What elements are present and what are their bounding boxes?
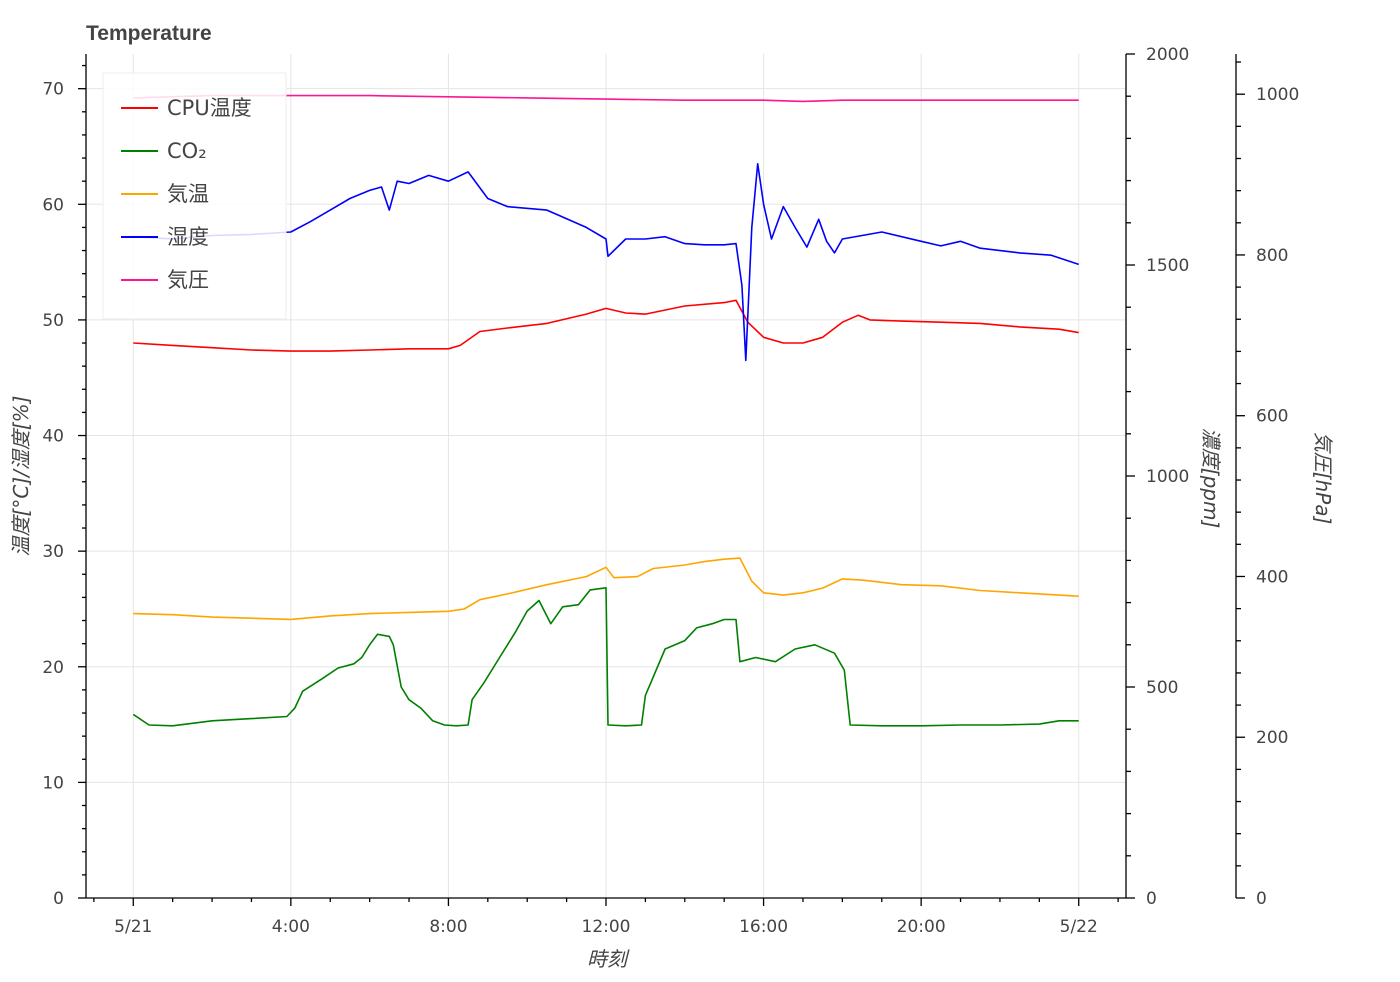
y-left-tick-label: 30 bbox=[42, 542, 64, 562]
y-pressure-tick-label: 400 bbox=[1256, 567, 1288, 587]
legend-label: CPU温度 bbox=[167, 96, 252, 120]
grid bbox=[86, 54, 1126, 899]
x-tick-label: 5/22 bbox=[1060, 917, 1098, 937]
y-left-tick-label: 70 bbox=[42, 80, 64, 100]
series-line-2 bbox=[132, 587, 1079, 727]
chart-title: Temperature bbox=[86, 22, 212, 45]
x-tick-label: 8:00 bbox=[429, 917, 467, 937]
series-line-5 bbox=[133, 94, 1079, 103]
legend-label: 気圧 bbox=[167, 268, 209, 292]
y-co2-tick-label: 500 bbox=[1146, 678, 1178, 698]
y-pressure-tick-label: 200 bbox=[1256, 728, 1288, 748]
y-left-tick-label: 20 bbox=[42, 658, 64, 678]
x-axis-title: 時刻 bbox=[587, 947, 630, 971]
y-left-tick-label: 40 bbox=[42, 427, 64, 447]
y-left-tick-label: 0 bbox=[53, 889, 64, 909]
y-pressure-tick-label: 800 bbox=[1256, 246, 1288, 266]
series-line-1 bbox=[133, 299, 1079, 352]
y-pressure-tick-label: 600 bbox=[1256, 407, 1288, 427]
y-axis-co2-title: 濃度[ppm] bbox=[1199, 428, 1223, 528]
y-left-tick-label: 60 bbox=[42, 195, 64, 215]
y-left-tick-label: 10 bbox=[42, 773, 64, 793]
x-tick-label: 12:00 bbox=[582, 917, 631, 937]
x-tick-label: 16:00 bbox=[739, 917, 788, 937]
axes: 5/21 4:00 8:00 12:00 16:00 20:00 5/22 0 10 20 30 40… bbox=[42, 45, 1299, 937]
y-co2-tick-label: 1500 bbox=[1146, 256, 1189, 276]
series-line-3 bbox=[133, 557, 1079, 621]
y-left-tick-label: 50 bbox=[42, 311, 64, 331]
x-tick-label: 5/21 bbox=[114, 917, 152, 937]
y-axis-pressure-title: 気圧[hPa] bbox=[1311, 432, 1335, 525]
series-line-4 bbox=[133, 163, 1079, 362]
y-co2-tick-label: 0 bbox=[1146, 889, 1157, 909]
x-tick-label: 20:00 bbox=[897, 917, 946, 937]
legend-label: 湿度 bbox=[167, 225, 209, 249]
series-lines bbox=[132, 94, 1079, 727]
legend-label: CO₂ bbox=[167, 139, 207, 163]
y-axis-left-title: 温度[°C]/湿度[%] bbox=[9, 396, 33, 557]
x-tick-label: 4:00 bbox=[272, 917, 310, 937]
y-co2-tick-label: 2000 bbox=[1146, 45, 1189, 65]
y-pressure-tick-label: 0 bbox=[1256, 889, 1267, 909]
y-co2-tick-label: 1000 bbox=[1146, 467, 1189, 487]
y-pressure-tick-label: 1000 bbox=[1256, 85, 1299, 105]
legend-box bbox=[102, 72, 287, 320]
legend-label: 気温 bbox=[167, 182, 209, 206]
